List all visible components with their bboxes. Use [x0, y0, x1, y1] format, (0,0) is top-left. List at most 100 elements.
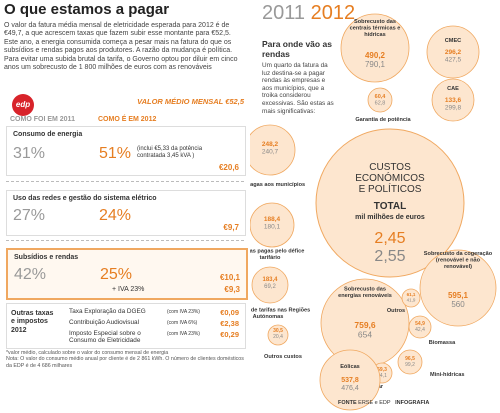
value-2012: 42,4 — [415, 327, 425, 333]
value-2011: 59,3 — [377, 367, 387, 373]
value-2011: 248,2 — [262, 141, 279, 148]
bubble-label: Garantia de potência — [355, 117, 411, 123]
section-box: Uso das redes e gestão do sistema elétri… — [6, 190, 246, 236]
bubble — [397, 349, 423, 375]
value-2012: 240,7 — [262, 149, 279, 156]
value-2011: 188,4 — [264, 216, 281, 223]
center-title: CUSTOS ECONÓMICOS E POLÍTICOS — [355, 162, 425, 195]
row-iva: (com IVA 6%) — [167, 320, 198, 326]
bubble — [408, 315, 432, 339]
value-2011: 490,2 — [365, 51, 386, 60]
iva-label: + IVA 23% — [112, 286, 145, 293]
intro: O valor da fatura média mensal de eletri… — [4, 22, 238, 72]
pct-2011: 31% — [13, 145, 46, 162]
row-value: €0,09 — [220, 308, 239, 317]
value-2012: 69,2 — [264, 284, 276, 290]
value-2011: 537,8 — [341, 377, 359, 384]
value-2012: 20,4 — [273, 334, 283, 340]
center-2012: 2,55 — [374, 248, 405, 265]
row-label: Taxa Exploração da DGEG — [69, 308, 146, 315]
value-2012: 476,4 — [341, 385, 359, 392]
years: 2011 2012 — [262, 2, 355, 25]
source-label: FONTE — [338, 400, 357, 406]
outras-box: Outras taxas e impostos 2012 Taxa Explor… — [6, 303, 246, 349]
row-iva: (com IVA 23%) — [167, 331, 200, 337]
pct-2012: 25% — [100, 266, 133, 283]
bubble-label: Biomassa — [429, 340, 456, 346]
row-label: Imposto Especial sobre o Consumo de Elet… — [69, 330, 141, 344]
section-label: Consumo de energia — [13, 131, 83, 138]
col-2011: COMO FOI EM 2011 — [10, 116, 75, 123]
bubble — [419, 249, 497, 327]
bubble-label: Outros — [387, 308, 405, 314]
value-2011: 30,5 — [273, 328, 283, 334]
section-box: Consumo de energia 31% 51% (inclui €5,33… — [6, 126, 246, 176]
logo: edp — [12, 94, 34, 116]
value-2012: 299,8 — [445, 105, 462, 112]
value-2012: 99,2 — [405, 362, 415, 368]
source: ERSE e EDP — [358, 400, 391, 406]
note: (inclui €5,33 da potência contratada 3,4… — [137, 146, 203, 159]
year-2012: 2012 — [310, 2, 356, 24]
value-2012: 790,1 — [365, 60, 386, 69]
bubble — [367, 87, 393, 113]
row-value: €0,29 — [220, 330, 239, 339]
bubble — [340, 13, 410, 83]
section-label: Uso das redes e gestão do sistema elétri… — [13, 195, 157, 202]
note: *valor médio, calculado sobre o valor do… — [6, 350, 169, 356]
center-total: TOTAL — [374, 201, 406, 212]
center-2011: 2,45 — [374, 230, 405, 247]
rendas-text: Um quarto da fatura da luz destina-se a … — [262, 62, 334, 115]
row-iva: (com IVA 23%) — [167, 309, 200, 315]
bubble — [426, 25, 480, 79]
section-label: Subsídios e rendas — [14, 254, 79, 261]
outras-title: Outras taxas e impostos 2012 — [11, 310, 54, 334]
center-unit: mil milhões de euros — [355, 214, 425, 221]
pct-2011: 27% — [13, 207, 46, 224]
valor: €52,5 — [225, 97, 244, 106]
pct-2012: 51% — [99, 145, 132, 162]
euro-value: €9,7 — [223, 223, 239, 232]
footer: FONTE ERSE e EDP INFOGRAFIA — [338, 400, 429, 406]
valor-medio: VALOR MÉDIO MENSAL €52,5 — [137, 97, 244, 106]
value-2011: 183,4 — [262, 277, 278, 283]
bubble — [431, 78, 475, 122]
bubble — [250, 124, 296, 176]
row-value: €2,38 — [220, 319, 239, 328]
value-2011: 133,6 — [445, 97, 462, 104]
value-2011: 60,4 — [375, 94, 387, 100]
row-label: Contribuição Audiovisual — [69, 319, 139, 326]
value-2011: 61,1 — [407, 292, 416, 297]
bubble-label: Outros custos — [264, 354, 302, 360]
value-2012: 180,1 — [264, 224, 281, 231]
value-2012: 654 — [358, 330, 372, 340]
bubbles: Sobrecusto das centrais térmicas e hídrica… — [250, 13, 497, 411]
value-2012: 84,1 — [377, 373, 387, 379]
pct-2011: 42% — [14, 266, 47, 283]
separator — [6, 240, 244, 241]
bubble-label: Eólicas — [340, 364, 360, 370]
value-2012: 62,8 — [375, 101, 386, 107]
separator — [6, 181, 244, 182]
bubble — [319, 349, 381, 411]
bubble-label: Sobrecusto da cogeração (renovável e não r… — [424, 251, 493, 270]
value-2011: 296,2 — [445, 49, 462, 56]
value-2012: 560 — [451, 300, 465, 309]
heading: Para onde vão as rendas — [262, 39, 332, 59]
credit: INFOGRAFIA — [395, 400, 430, 406]
euro-value: €10,1 — [219, 273, 240, 282]
bubble-label: Mini-hídricas — [430, 372, 465, 378]
year-2011: 2011 — [262, 2, 306, 24]
valor-label: VALOR MÉDIO MENSAL — [137, 97, 224, 106]
value-2011: 595,1 — [448, 291, 469, 300]
bubble-label: CMEC — [445, 38, 461, 44]
euro-value: €20,6 — [218, 163, 239, 172]
pct-2012: 24% — [99, 207, 132, 224]
center-circle — [315, 128, 465, 278]
section-box: Subsídios e rendas 42% 25% €10,1 + IVA 2… — [6, 248, 248, 300]
bubble — [250, 202, 295, 248]
value-2011: 96,5 — [405, 356, 415, 362]
bubble-label: CAE — [447, 86, 459, 92]
